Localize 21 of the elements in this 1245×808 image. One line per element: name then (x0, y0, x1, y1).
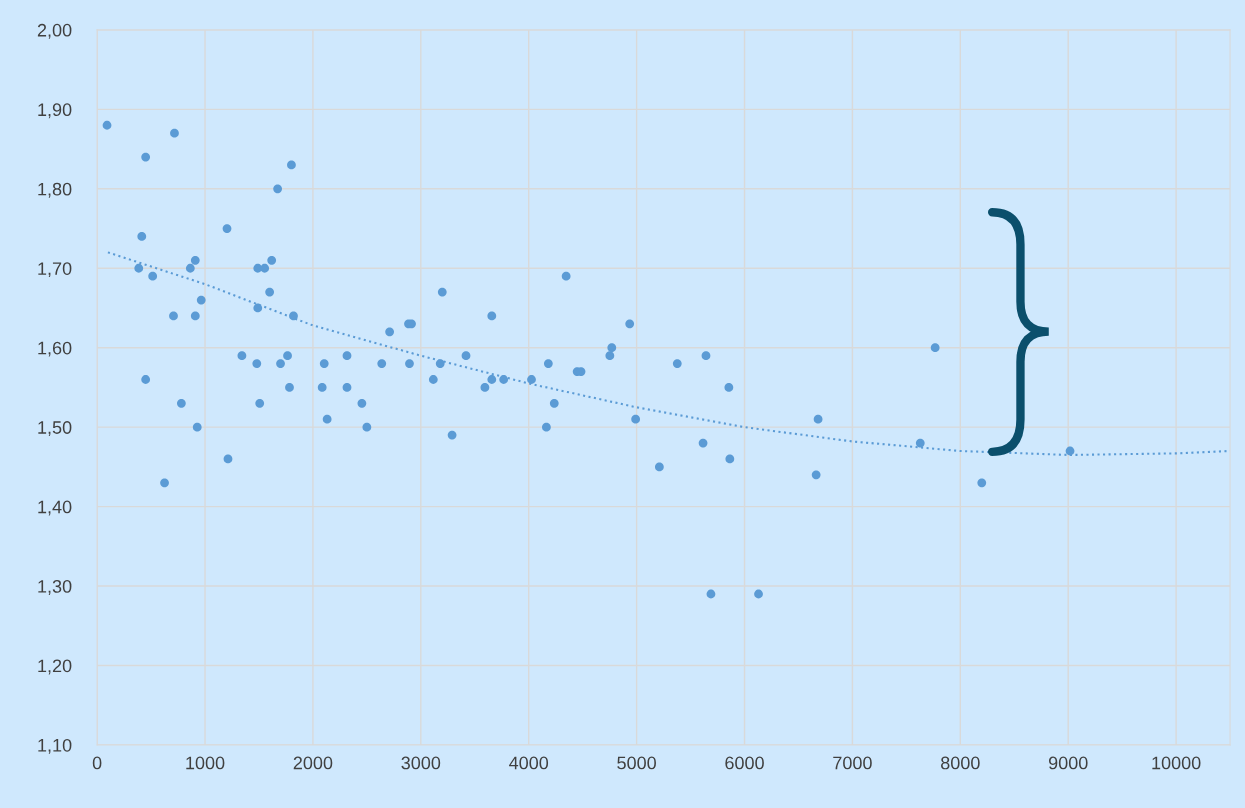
y-tick-label: 2,00 (37, 23, 72, 39)
x-tick-label: 8000 (941, 756, 980, 770)
x-tick-label: 5000 (617, 756, 656, 770)
x-tick-label: 4000 (509, 756, 549, 770)
x-tick-label: 10000 (1152, 756, 1201, 770)
x-tick-label: 0 (92, 756, 102, 770)
y-tick-label: 1,80 (38, 182, 72, 198)
x-tick-label: 7000 (833, 756, 872, 770)
y-tick-label: 1,40 (38, 500, 72, 516)
x-tick-label: 1000 (186, 756, 225, 770)
y-tick-label: 1,90 (38, 103, 72, 119)
y-tick-label: 1,10 (38, 738, 72, 754)
x-tick-label: 9000 (1048, 756, 1088, 770)
y-tick-label: 1,60 (38, 341, 72, 357)
x-tick-label: 3000 (401, 756, 441, 770)
y-tick-label: 1,20 (38, 659, 72, 675)
y-tick-label: 1,70 (38, 262, 72, 278)
x-tick-label: 6000 (725, 756, 764, 770)
y-tick-label: 1,30 (38, 580, 72, 595)
y-tick-label: 1,50 (38, 421, 72, 437)
x-tick-label: 2000 (293, 756, 333, 770)
